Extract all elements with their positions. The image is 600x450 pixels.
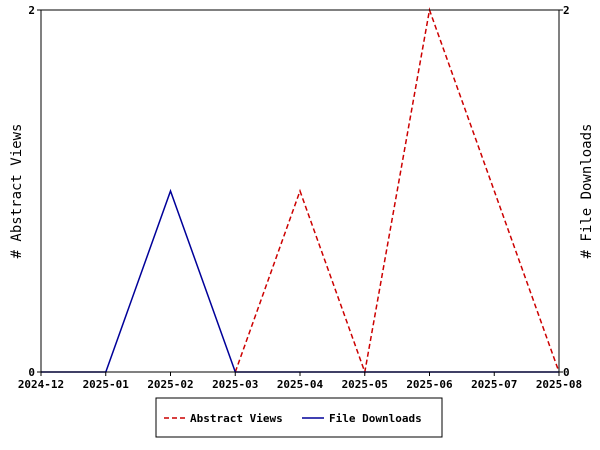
x-tick-label: 2025-03 bbox=[212, 378, 258, 391]
legend-box bbox=[155, 397, 443, 438]
legend-label: Abstract Views bbox=[190, 412, 283, 425]
y-left-tick-label: 0 bbox=[28, 366, 35, 379]
x-tick-label: 2025-02 bbox=[147, 378, 193, 391]
series-line-file-downloads bbox=[41, 188, 559, 373]
y-left-tick-label: 2 bbox=[28, 4, 35, 17]
x-tick-label: 2025-01 bbox=[83, 378, 130, 391]
x-tick-label: 2025-04 bbox=[277, 378, 324, 391]
y-axis-right-label: # File Downloads bbox=[579, 124, 595, 259]
y-right-tick-label: 0 bbox=[563, 366, 570, 379]
series-line-abstract-views bbox=[234, 7, 560, 375]
x-tick-label: 2025-07 bbox=[471, 378, 517, 391]
y-right-tick-label: 2 bbox=[563, 4, 570, 17]
y-axis-left-label: # Abstract Views bbox=[9, 124, 25, 259]
legend-label: File Downloads bbox=[329, 412, 422, 425]
x-tick-label: 2024-12 bbox=[18, 378, 64, 391]
x-tick-label: 2025-08 bbox=[536, 378, 582, 391]
legend: Abstract Views File Downloads bbox=[155, 397, 443, 438]
x-tick-label: 2025-06 bbox=[406, 378, 453, 391]
x-tick-label: 2025-05 bbox=[342, 378, 388, 391]
